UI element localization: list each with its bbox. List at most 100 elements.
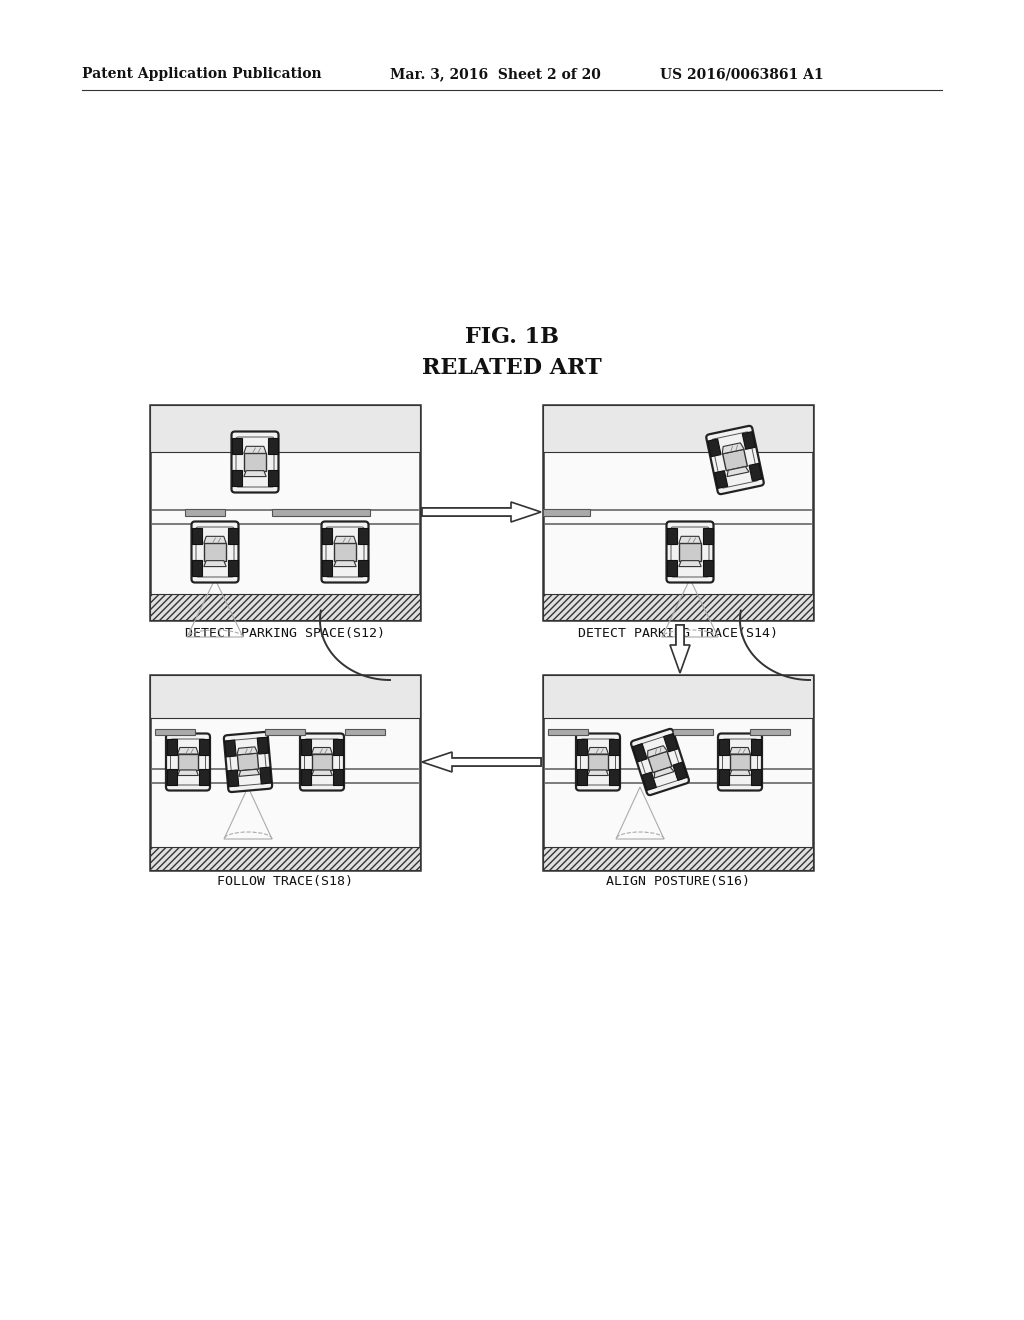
Bar bbox=[676, 624, 684, 645]
Polygon shape bbox=[244, 471, 266, 477]
Polygon shape bbox=[334, 561, 356, 566]
Bar bbox=[715, 471, 728, 488]
Bar bbox=[422, 508, 511, 516]
Bar bbox=[609, 739, 620, 755]
Bar bbox=[225, 741, 237, 756]
Polygon shape bbox=[679, 536, 701, 544]
Bar bbox=[548, 729, 588, 735]
Bar bbox=[730, 754, 750, 770]
Text: FOLLOW TRACE(S18): FOLLOW TRACE(S18) bbox=[217, 875, 353, 888]
Text: DETECT PARKING SPACE(S12): DETECT PARKING SPACE(S12) bbox=[185, 627, 385, 639]
Bar bbox=[543, 675, 813, 870]
Bar bbox=[749, 463, 762, 480]
FancyBboxPatch shape bbox=[231, 432, 279, 492]
Bar bbox=[664, 734, 678, 752]
Bar bbox=[178, 754, 198, 770]
Bar bbox=[452, 758, 541, 766]
FancyBboxPatch shape bbox=[300, 734, 344, 791]
Bar bbox=[323, 528, 333, 544]
Text: DETECT PARKING TRACE(S14): DETECT PARKING TRACE(S14) bbox=[578, 627, 778, 639]
Bar bbox=[679, 544, 700, 561]
Bar bbox=[232, 470, 243, 486]
Bar bbox=[543, 594, 813, 620]
Bar bbox=[232, 438, 243, 454]
FancyBboxPatch shape bbox=[224, 733, 272, 792]
Polygon shape bbox=[177, 747, 199, 754]
Bar bbox=[673, 762, 687, 780]
Bar bbox=[244, 453, 266, 471]
Polygon shape bbox=[204, 561, 226, 566]
Bar bbox=[150, 594, 420, 620]
Bar bbox=[673, 729, 713, 735]
Bar bbox=[333, 770, 343, 785]
Polygon shape bbox=[588, 747, 608, 754]
Bar bbox=[150, 675, 420, 870]
Bar bbox=[267, 470, 278, 486]
Bar bbox=[227, 770, 239, 787]
FancyBboxPatch shape bbox=[707, 426, 764, 494]
Bar bbox=[702, 528, 713, 544]
FancyBboxPatch shape bbox=[631, 729, 689, 795]
Polygon shape bbox=[722, 442, 744, 454]
Bar bbox=[260, 767, 271, 784]
Text: US 2016/0063861 A1: US 2016/0063861 A1 bbox=[660, 67, 823, 81]
Bar bbox=[150, 405, 420, 453]
Bar bbox=[257, 738, 268, 754]
Bar bbox=[668, 560, 678, 577]
Bar bbox=[185, 508, 225, 516]
Polygon shape bbox=[177, 770, 199, 776]
Bar bbox=[648, 751, 672, 772]
Polygon shape bbox=[679, 561, 701, 566]
Bar bbox=[323, 560, 333, 577]
Bar bbox=[193, 560, 203, 577]
Bar bbox=[577, 739, 587, 755]
Text: Mar. 3, 2016  Sheet 2 of 20: Mar. 3, 2016 Sheet 2 of 20 bbox=[390, 67, 601, 81]
Polygon shape bbox=[670, 624, 690, 673]
Bar bbox=[301, 770, 310, 785]
Bar bbox=[272, 508, 370, 516]
Bar bbox=[723, 449, 748, 471]
Bar bbox=[543, 405, 813, 453]
Bar bbox=[333, 739, 343, 755]
Bar bbox=[609, 770, 620, 785]
Bar bbox=[543, 508, 590, 516]
Bar bbox=[204, 544, 226, 561]
Bar bbox=[708, 440, 721, 457]
Bar bbox=[238, 754, 259, 771]
Polygon shape bbox=[204, 536, 226, 544]
Bar bbox=[227, 560, 238, 577]
Polygon shape bbox=[730, 747, 751, 754]
Bar bbox=[742, 432, 756, 449]
FancyBboxPatch shape bbox=[575, 734, 620, 791]
Bar bbox=[167, 770, 177, 785]
FancyBboxPatch shape bbox=[191, 521, 239, 582]
Polygon shape bbox=[422, 502, 541, 521]
Bar bbox=[150, 846, 420, 870]
Polygon shape bbox=[654, 767, 674, 777]
Bar bbox=[719, 770, 729, 785]
Bar bbox=[334, 544, 355, 561]
Polygon shape bbox=[647, 746, 668, 758]
Bar bbox=[150, 405, 420, 620]
FancyBboxPatch shape bbox=[166, 734, 210, 791]
Polygon shape bbox=[311, 770, 333, 776]
Bar bbox=[345, 729, 385, 735]
Polygon shape bbox=[727, 467, 749, 477]
Text: RELATED ART: RELATED ART bbox=[422, 356, 602, 379]
Bar bbox=[200, 739, 209, 755]
Bar bbox=[150, 675, 420, 718]
Bar bbox=[267, 438, 278, 454]
Polygon shape bbox=[311, 747, 333, 754]
Bar bbox=[543, 846, 813, 870]
Bar bbox=[543, 675, 813, 718]
Text: ALIGN POSTURE(S16): ALIGN POSTURE(S16) bbox=[606, 875, 750, 888]
Polygon shape bbox=[730, 770, 751, 776]
Bar bbox=[577, 770, 587, 785]
Bar bbox=[752, 739, 761, 755]
Bar bbox=[543, 405, 813, 620]
Polygon shape bbox=[239, 770, 259, 776]
Bar bbox=[750, 729, 790, 735]
Bar bbox=[752, 770, 761, 785]
Bar bbox=[702, 560, 713, 577]
Bar bbox=[588, 754, 608, 770]
